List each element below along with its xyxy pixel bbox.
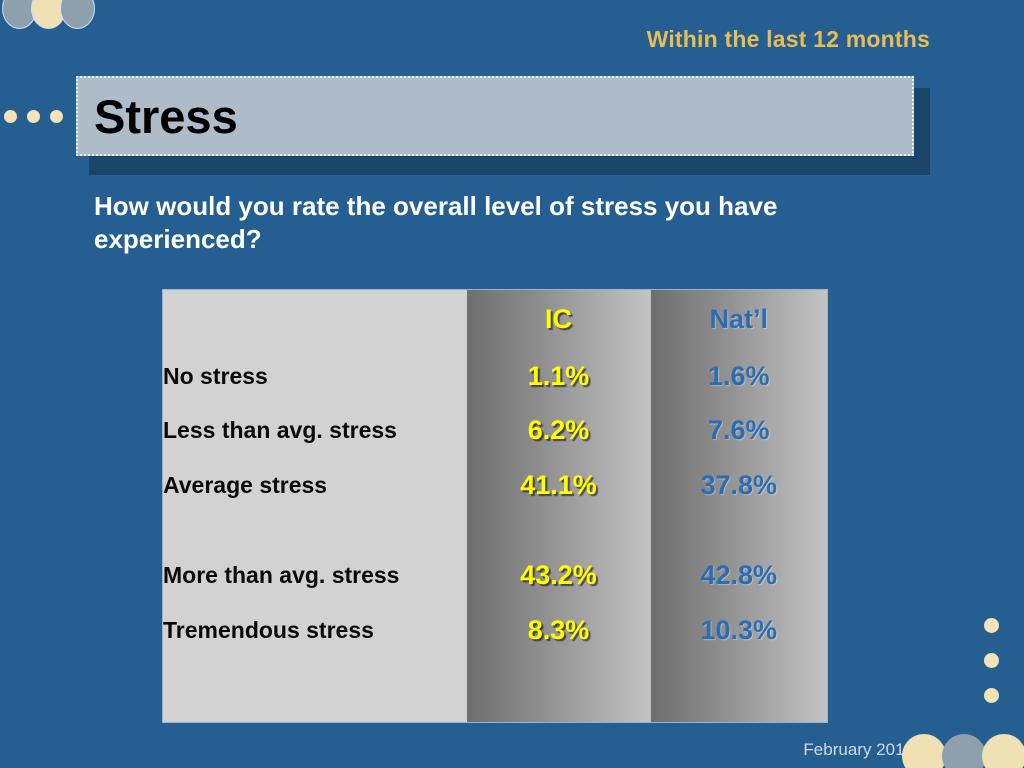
title-box: Stress [76, 76, 914, 156]
row-value-natl: 1.6% [650, 348, 828, 404]
table-row: Tremendous stress 8.3% 10.3% [162, 602, 828, 723]
page-title: Stress [94, 89, 238, 143]
table-header: IC Nat’l [162, 289, 828, 349]
slide-date: February 2013 [803, 740, 914, 759]
decorative-dot-icon [984, 688, 999, 703]
decorative-circle-icon [902, 734, 946, 768]
decorative-dot-icon [984, 618, 999, 633]
row-value-ic: 43.2% [466, 548, 651, 603]
table-header-row: IC Nat’l [162, 289, 828, 349]
table-row: More than avg. stress 43.2% 42.8% [162, 548, 828, 603]
decorative-dot-icon [984, 653, 999, 668]
row-value-ic: 6.2% [466, 403, 651, 458]
column-header-blank [162, 289, 467, 349]
table-row: Average stress 41.1% 37.8% [162, 457, 828, 549]
table-body: No stress 1.1% 1.6% Less than avg. stres… [162, 348, 828, 723]
row-value-natl: 37.8% [650, 457, 828, 549]
row-label: No stress [162, 348, 467, 404]
column-header-natl: Nat’l [650, 289, 828, 349]
decorative-dot-icon [27, 110, 40, 123]
slide-kicker: Within the last 12 months [646, 26, 930, 52]
row-value-ic: 41.1% [466, 457, 651, 549]
decorative-dot-icon [4, 110, 17, 123]
top-left-circle-group [2, 0, 122, 29]
table-row: No stress 1.1% 1.6% [162, 348, 828, 404]
bottom-right-circle-group [902, 728, 1024, 768]
decorative-circle-icon [982, 734, 1024, 768]
row-label: Less than avg. stress [162, 403, 467, 458]
row-value-ic: 8.3% [466, 602, 651, 723]
right-dot-group [984, 618, 1002, 718]
table-row: Less than avg. stress 6.2% 7.6% [162, 403, 828, 458]
decorative-dot-icon [50, 110, 63, 123]
row-value-natl: 42.8% [650, 548, 828, 603]
row-value-ic: 1.1% [466, 348, 651, 404]
decorative-circle-icon [60, 0, 95, 29]
question-text: How would you rate the overall level of … [94, 191, 778, 255]
stress-results-table: IC Nat’l No stress 1.1% 1.6% Less than a… [162, 289, 828, 723]
row-label: Tremendous stress [162, 602, 467, 723]
decorative-circle-icon [942, 734, 986, 768]
row-value-natl: 10.3% [650, 602, 828, 723]
row-label: Average stress [162, 457, 467, 549]
column-header-ic: IC [466, 289, 651, 349]
row-label: More than avg. stress [162, 548, 467, 603]
left-dot-group [4, 110, 84, 126]
row-value-natl: 7.6% [650, 403, 828, 458]
